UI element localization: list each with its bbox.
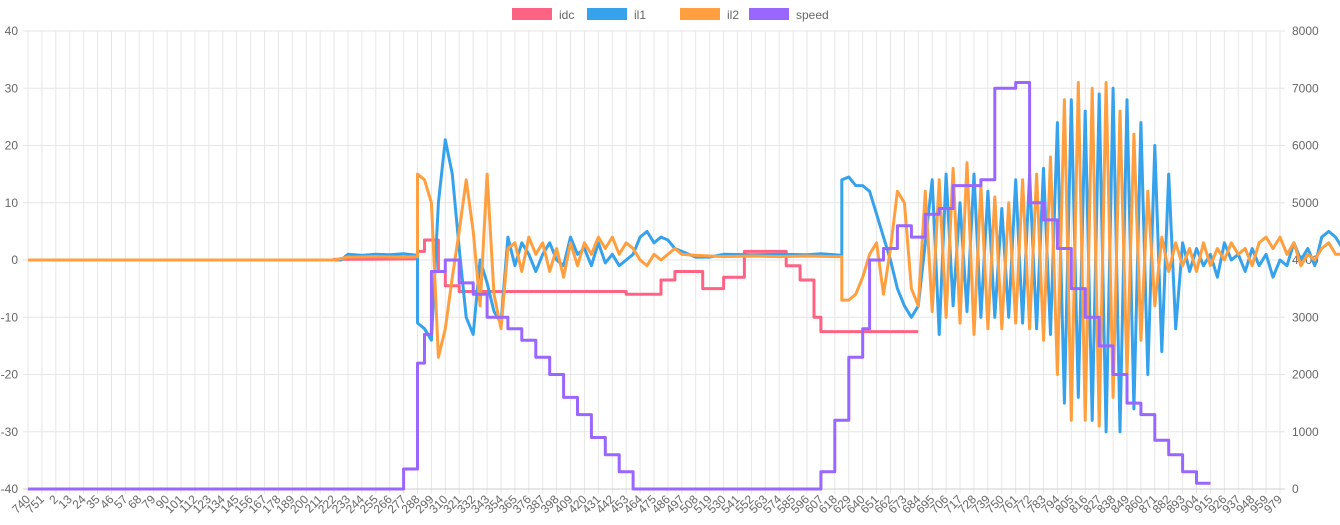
legend-label: idc [559, 8, 574, 22]
left-y-tick-label: 0 [11, 253, 18, 267]
legend-label: il1 [634, 8, 646, 22]
left-y-tick-label: 20 [5, 139, 19, 153]
right-y-tick-label: 8000 [1292, 24, 1319, 38]
left-y-tick-label: -40 [1, 482, 19, 496]
legend-item-il2[interactable]: il2 [680, 8, 739, 22]
legend-swatch [749, 8, 789, 20]
series-line-idc [28, 238, 919, 334]
chart-series [28, 81, 1340, 491]
left-y-tick-label: 30 [5, 81, 19, 95]
right-y-tick-label: 3000 [1292, 310, 1319, 324]
right-y-tick-label: 1000 [1292, 425, 1319, 439]
left-y-tick-label: -20 [1, 368, 19, 382]
legend-swatch [680, 8, 720, 20]
legend-swatch [587, 8, 627, 20]
right-y-tick-label: 2000 [1292, 368, 1319, 382]
series-line-speed [28, 81, 1211, 491]
legend-swatch [512, 8, 552, 20]
left-y-tick-label: -30 [1, 425, 19, 439]
left-y-tick-label: -10 [1, 310, 19, 324]
legend-item-idc[interactable]: idc [512, 8, 574, 22]
legend-label: il2 [727, 8, 739, 22]
right-y-tick-label: 7000 [1292, 81, 1319, 95]
left-y-axis: 40 30 20 10 0 -10 -20 -30 -40 [1, 24, 19, 496]
legend-item-speed[interactable]: speed [749, 8, 829, 22]
chart-legend[interactable]: idc il1 il2 speed [512, 8, 829, 22]
right-y-tick-label: 0 [1292, 482, 1299, 496]
series-line-il2 [28, 81, 1340, 428]
right-y-tick-label: 6000 [1292, 139, 1319, 153]
left-y-tick-label: 10 [5, 196, 19, 210]
right-y-tick-label: 5000 [1292, 196, 1319, 210]
legend-item-il1[interactable]: il1 [587, 8, 646, 22]
left-y-tick-label: 40 [5, 24, 19, 38]
legend-label: speed [796, 8, 829, 22]
